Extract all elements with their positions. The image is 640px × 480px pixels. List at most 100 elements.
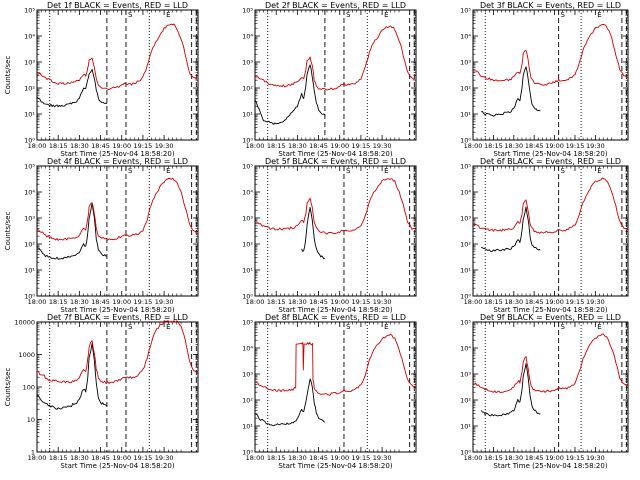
y-tick-label: 10⁴ (242, 345, 253, 353)
x-tick-label: 18:15 (49, 298, 68, 306)
series-line-lld (472, 177, 629, 234)
event-marker-s: S (128, 323, 133, 331)
y-tick-label: 10⁰ (460, 137, 471, 145)
x-tick-label: 18:30 (288, 454, 307, 462)
x-tick-label: 19:00 (545, 454, 564, 462)
series-line-events (301, 207, 326, 260)
y-tick-label: 10³ (242, 215, 253, 223)
series-line-lld (36, 320, 199, 385)
x-tick-label: 18:15 (484, 454, 503, 462)
series-line-events (480, 363, 541, 417)
series-line-events (36, 202, 107, 260)
y-tick-label: 10⁰ (24, 293, 35, 301)
plot-frame (472, 9, 629, 141)
y-tick-label: 10⁰ (242, 449, 253, 457)
series-line-events (254, 378, 326, 427)
series-line-lld (254, 333, 417, 396)
event-marker-e: E (166, 323, 170, 331)
x-tick-label: 18:45 (309, 142, 328, 150)
y-tick-label: 10⁰ (460, 293, 471, 301)
series-line-lld (472, 333, 629, 394)
y-tick-label: 1 (31, 449, 35, 457)
y-tick-label: 10¹ (460, 267, 471, 275)
series-line-events (481, 66, 541, 117)
chart-title: Det 8f BLACK = Events, RED = LLD (265, 313, 406, 322)
y-tick-label: 10³ (460, 215, 471, 223)
x-tick-label: 18:15 (484, 298, 503, 306)
x-tick-label: 18:30 (70, 142, 89, 150)
y-axis-label: Counts/sec (4, 56, 12, 95)
x-tick-label: 19:15 (566, 142, 585, 150)
x-tick-label: 19:30 (373, 298, 392, 306)
y-tick-label: 10⁵ (242, 7, 253, 15)
y-tick-label: 10³ (24, 59, 35, 67)
x-axis-label: Start Time (25-Nov-04 18:58:20) (493, 462, 607, 470)
event-marker-e: E (597, 11, 601, 19)
event-marker-e: E (166, 167, 170, 175)
y-tick-label: 10⁵ (24, 163, 35, 171)
y-tick-label: 10³ (242, 371, 253, 379)
y-tick-label: 10 (27, 416, 35, 424)
y-tick-label: 10³ (460, 371, 471, 379)
y-tick-label: 10¹ (242, 267, 253, 275)
y-tick-label: 10⁵ (460, 319, 471, 327)
panel-8: Det 8f BLACK = Events, RED = LLD 10⁰ 10¹ 10… (242, 313, 417, 470)
x-tick-label: 19:00 (330, 142, 349, 150)
y-tick-label: 10⁴ (460, 345, 471, 353)
x-tick-label: 18:45 (525, 298, 544, 306)
plot-frame (254, 9, 417, 141)
x-tick-label: 19:15 (566, 454, 585, 462)
y-tick-label: 10⁵ (24, 7, 35, 15)
y-tick-label: 10⁴ (460, 189, 471, 197)
x-axis-label: Start Time (25-Nov-04 18:58:20) (60, 306, 174, 314)
x-tick-label: 18:15 (484, 142, 503, 150)
chart-title: Det 6f BLACK = Events, RED = LLD (480, 157, 621, 166)
y-tick-label: 10³ (24, 215, 35, 223)
series-line-lld (254, 25, 417, 91)
event-marker-e: E (384, 323, 388, 331)
x-tick-label: 19:30 (373, 454, 392, 462)
y-tick-label: 10⁴ (460, 33, 471, 41)
x-tick-label: 19:15 (134, 298, 153, 306)
event-marker-e: E (597, 167, 601, 175)
chart-title: Det 9f BLACK = Events, RED = LLD (480, 313, 621, 322)
x-tick-label: 18:45 (525, 142, 544, 150)
event-marker-s: S (561, 323, 566, 331)
x-tick-label: 19:00 (545, 142, 564, 150)
y-tick-label: 10² (24, 241, 35, 249)
y-tick-label: 100 (23, 384, 35, 392)
y-axis-label: Counts/sec (4, 368, 12, 407)
plot-frame (36, 321, 199, 453)
event-marker-s: S (346, 323, 351, 331)
y-tick-label: 10¹ (242, 423, 253, 431)
x-tick-label: 18:00 (246, 298, 265, 306)
x-tick-label: 19:00 (545, 298, 564, 306)
x-tick-label: 18:00 (464, 298, 483, 306)
chart-title: Det 7f BLACK = Events, RED = LLD (47, 313, 188, 322)
x-tick-label: 19:00 (112, 142, 131, 150)
x-tick-label: 19:15 (352, 298, 371, 306)
series-line-events (254, 64, 326, 125)
y-tick-label: 10¹ (24, 267, 35, 275)
y-tick-label: 10⁰ (242, 293, 253, 301)
x-tick-label: 19:00 (112, 454, 131, 462)
x-tick-label: 19:15 (134, 142, 153, 150)
x-tick-label: 19:15 (566, 298, 585, 306)
x-tick-label: 18:30 (504, 298, 523, 306)
y-tick-label: 10¹ (242, 111, 253, 119)
x-tick-label: 18:30 (70, 298, 89, 306)
series-line-events (36, 69, 108, 108)
event-marker-e: E (384, 167, 388, 175)
x-axis-label: Start Time (25-Nov-04 18:58:20) (278, 462, 392, 470)
x-tick-label: 18:00 (464, 142, 483, 150)
chart-title: Det 4f BLACK = Events, RED = LLD (47, 157, 188, 166)
y-tick-label: 10⁵ (460, 163, 471, 171)
x-tick-label: 18:45 (91, 298, 110, 306)
x-tick-label: 18:30 (288, 142, 307, 150)
x-tick-label: 18:45 (525, 454, 544, 462)
x-tick-label: 18:45 (309, 454, 328, 462)
y-tick-label: 10⁴ (24, 189, 35, 197)
plot-frame (254, 321, 417, 453)
y-tick-label: 10² (460, 241, 471, 249)
